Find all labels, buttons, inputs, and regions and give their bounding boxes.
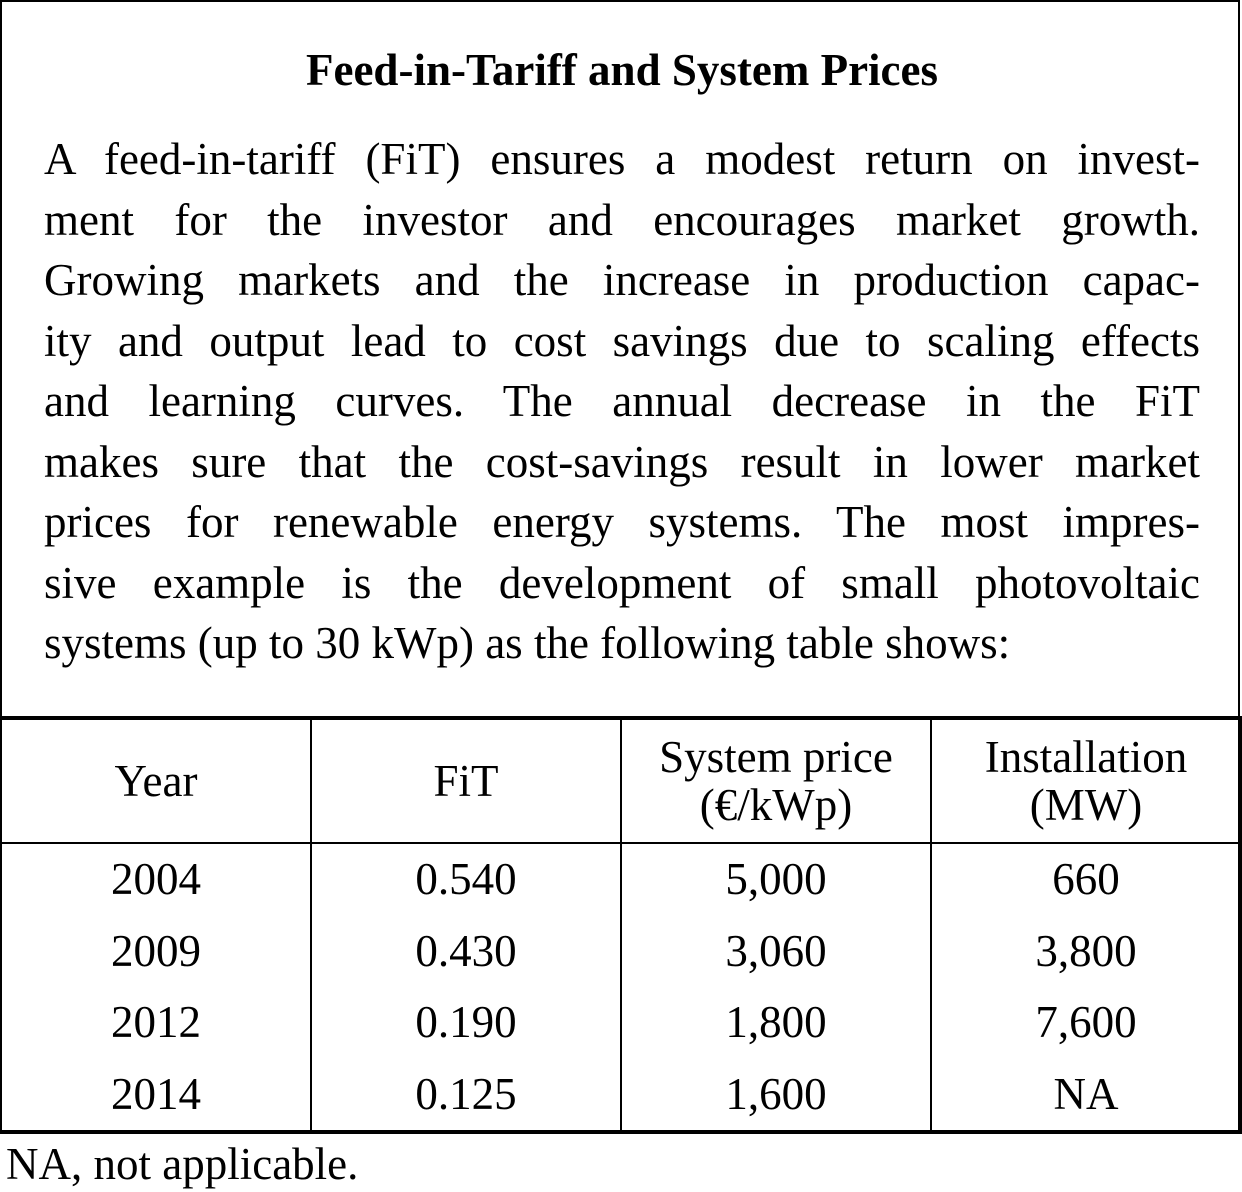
table-cell: 1,600: [620, 1058, 932, 1132]
table-cell: 2014: [0, 1058, 312, 1132]
table-cell: 3,060: [620, 915, 932, 987]
paragraph-line: makes sure that the cost-savings result …: [44, 436, 1200, 487]
table-cell: 1,800: [620, 987, 932, 1059]
table-cell: 0.430: [310, 915, 622, 987]
table-row: 2014 0.125 1,600 NA: [0, 1058, 1242, 1132]
info-box: Feed-in-Tariff and System Prices A feed-…: [0, 0, 1240, 1130]
column-header-installation: Installation (MW): [930, 718, 1242, 843]
column-header-system-price: System price (€/kWp): [620, 718, 932, 843]
box-paragraph: A feed-in-tariff (FiT) ensures a modest …: [44, 129, 1200, 674]
paragraph-line: ity and output lead to cost savings due …: [44, 315, 1200, 366]
table-cell: NA: [930, 1058, 1242, 1132]
table-cell: 660: [930, 843, 1242, 916]
column-header-fit: FiT: [310, 718, 622, 843]
table-cell: 0.125: [310, 1058, 622, 1132]
table-cell: 2004: [0, 843, 312, 916]
paragraph-line: prices for renewable energy systems. The…: [44, 497, 1200, 547]
table-row: 2004 0.540 5,000 660: [0, 843, 1242, 916]
table-row: 2009 0.430 3,060 3,800: [0, 915, 1242, 987]
paragraph-line: sive example is the development of small…: [44, 557, 1200, 608]
table-footnote: NA, not applicable.: [6, 1139, 359, 1189]
column-header-year: Year: [0, 718, 312, 843]
table-cell: 2012: [0, 987, 312, 1059]
data-table: Year FiT System price (€/kWp) Installatio…: [0, 716, 1242, 1134]
paragraph-line: ment for the investor and encourages mar…: [44, 194, 1200, 245]
paragraph-line: Growing markets and the increase in prod…: [44, 255, 1200, 305]
table-cell: 0.540: [310, 843, 622, 916]
table-cell: 5,000: [620, 843, 932, 916]
box-title: Feed-in-Tariff and System Prices: [306, 45, 938, 95]
paragraph-line: A feed-in-tariff (FiT) ensures a modest …: [44, 134, 1200, 184]
table-cell: 3,800: [930, 915, 1242, 987]
paragraph-line: and learning curves. The annual decrease…: [44, 376, 1200, 426]
table-header-row: Year FiT System price (€/kWp) Installatio…: [0, 718, 1242, 843]
table-cell: 2009: [0, 915, 312, 987]
paragraph-line: systems (up to 30 kWp) as the following …: [44, 618, 1011, 668]
table-cell: 0.190: [310, 987, 622, 1059]
table-cell: 7,600: [930, 987, 1242, 1059]
table-row: 2012 0.190 1,800 7,600: [0, 987, 1242, 1059]
